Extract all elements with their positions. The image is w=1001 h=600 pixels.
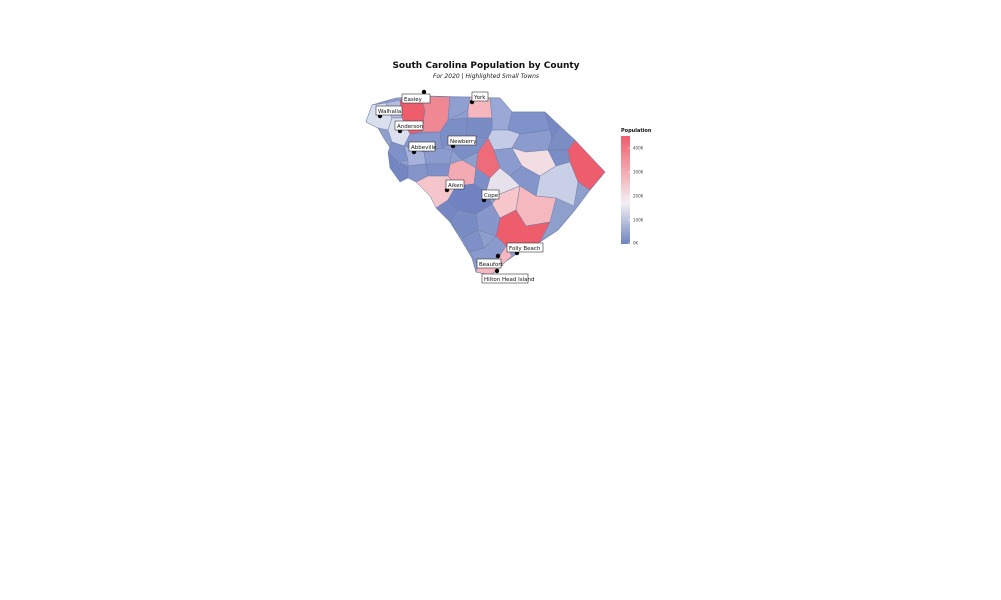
map-title: South Carolina Population by County [392,61,580,71]
town-label-box [447,135,477,146]
town-label-box [476,258,502,269]
town-walhalla[interactable]: Walhalla [375,105,403,119]
town-folly-beach[interactable]: Folly Beach [506,242,544,256]
town-label-box [481,273,529,284]
county-lancaster[interactable] [489,97,513,131]
town-newberry[interactable]: Newberry [447,135,477,149]
town-label: Cope [484,193,499,199]
town-cope[interactable]: Cope [481,189,500,203]
town-hilton-head-island[interactable]: Hilton Head Island [481,268,534,284]
town-label-box [471,91,489,102]
county-newberry[interactable] [423,147,453,165]
town-beaufort[interactable]: Beaufort [476,253,504,269]
county-saluda[interactable] [425,163,451,177]
town-easley[interactable]: Easley [401,89,431,104]
population-legend: Population 400K 300K 200K 100K 0K [621,128,652,246]
town-label: Aiken [448,183,464,189]
town-label-box [375,105,403,116]
town-marker [495,253,501,259]
map-subtitle: For 2020 | Highlighted Small Towns [432,73,540,80]
legend-tick-label: 300K [633,170,644,175]
county-chester[interactable] [465,117,493,139]
town-aiken[interactable]: Aiken [444,179,465,193]
town-label: Beaufort [479,262,504,268]
legend-colorbar [621,136,630,244]
town-label: York [473,95,486,101]
town-label: Anderson [397,124,424,130]
town-marker [421,89,427,95]
town-label: Newberry [450,139,477,145]
town-label-box [394,120,424,131]
town-label-box [401,93,431,104]
town-label-box [506,242,544,253]
legend-tick-label: 400K [633,146,644,151]
legend-title: Population [621,128,652,134]
town-label-box [481,189,500,200]
town-abbeville[interactable]: Abbeville [408,141,437,155]
town-label-box [445,179,465,190]
town-label: Folly Beach [509,246,541,252]
town-york[interactable]: York [469,91,489,105]
town-label: Walhalla [378,109,401,115]
town-label-box [408,141,436,152]
legend-tick-label: 200K [633,194,644,199]
town-anderson[interactable]: Anderson [394,120,424,134]
town-label: Hilton Head Island [484,277,534,283]
legend-tick-label: 100K [633,218,644,223]
town-marker [494,268,500,274]
legend-tick-label: 0K [633,241,639,246]
town-label: Easley [404,97,423,103]
town-label: Abbeville [411,145,437,151]
counties [365,95,606,276]
